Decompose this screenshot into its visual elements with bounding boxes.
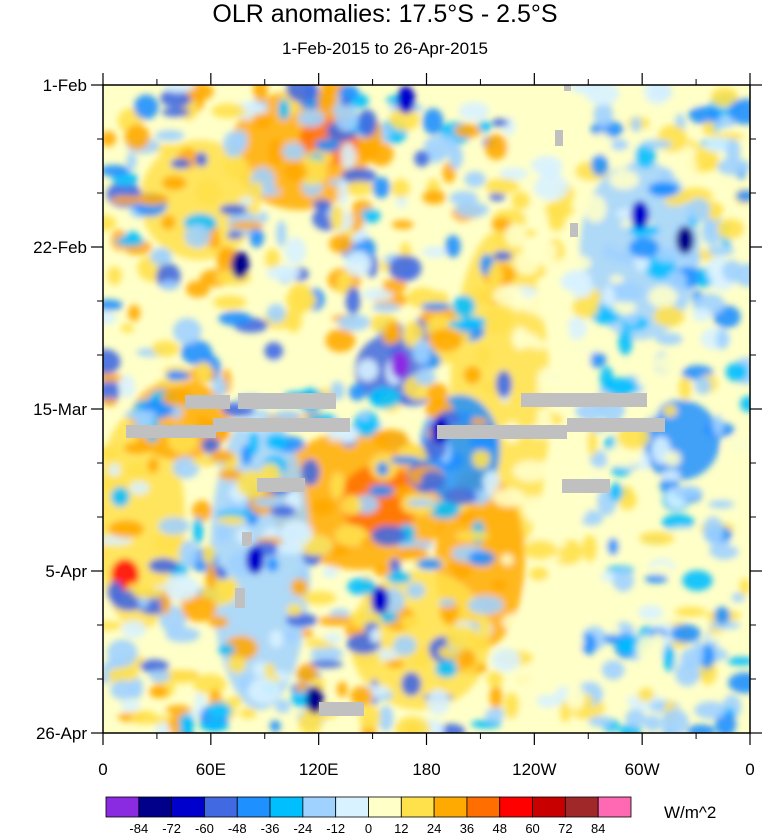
missing-data-patch <box>570 223 578 237</box>
missing-data-patch <box>185 395 230 409</box>
y-tick-label: 5-Apr <box>45 562 87 581</box>
colorbar-label: -12 <box>326 821 345 834</box>
missing-data-patch <box>562 479 610 493</box>
colorbar-label: -36 <box>261 821 280 834</box>
colorbar-box <box>138 796 173 818</box>
colorbar-label: 48 <box>493 821 507 834</box>
missing-data-patch <box>213 418 350 432</box>
y-tick-label: 15-Mar <box>33 400 87 419</box>
x-tick-label: 60E <box>196 760 226 779</box>
missing-data-patch <box>242 532 252 546</box>
missing-data-patch <box>238 393 336 409</box>
colorbar-units: W/m^2 <box>664 803 717 822</box>
y-tick-label: 22-Feb <box>33 238 87 257</box>
x-tick-label: 120E <box>299 760 339 779</box>
x-tick-label: 60W <box>625 760 660 779</box>
y-axis: 1-Feb 22-Feb 15-Mar 5-Apr 26-Apr <box>33 76 762 743</box>
colorbar-box <box>204 796 238 818</box>
colorbar: -84 -72 -60 -48 -36 -24 -12 0 12 24 36 48 60 72 84 <box>105 796 632 834</box>
missing-data-patch <box>257 478 305 492</box>
colorbar-box <box>105 796 140 818</box>
colorbar-box <box>532 796 566 818</box>
missing-data-patches <box>126 85 665 716</box>
colorbar-label: 72 <box>558 821 572 834</box>
chart-subtitle: 1-Feb-2015 to 26-Apr-2015 <box>281 39 489 58</box>
colorbar-box <box>499 796 533 818</box>
colorbar-box <box>400 796 435 818</box>
x-tick-label: 120W <box>512 760 556 779</box>
colorbar-label: -60 <box>195 821 214 834</box>
colorbar-label: 24 <box>427 821 441 834</box>
plot-area <box>103 85 750 733</box>
y-tick-label: 26-Apr <box>36 724 87 743</box>
colorbar-label: 84 <box>591 821 605 834</box>
colorbar-label: -84 <box>129 821 148 834</box>
colorbar-box <box>171 796 205 818</box>
colorbar-box <box>368 796 402 818</box>
colorbar-box <box>335 796 369 818</box>
x-tick-label: 0 <box>745 760 754 779</box>
x-tick-label: 0 <box>98 760 107 779</box>
colorbar-box <box>597 796 632 818</box>
missing-data-patch <box>567 418 665 432</box>
colorbar-box <box>236 796 271 818</box>
missing-data-patch <box>555 130 563 146</box>
missing-data-patch <box>437 425 567 439</box>
colorbar-label: 36 <box>460 821 474 834</box>
colorbar-label: -48 <box>228 821 247 834</box>
colorbar-box <box>564 796 599 818</box>
colorbar-label: 12 <box>394 821 408 834</box>
x-tick-label: 180 <box>412 760 440 779</box>
colorbar-label: 60 <box>525 821 539 834</box>
colorbar-label: 0 <box>365 821 372 834</box>
anomaly-field <box>103 85 750 733</box>
missing-data-patch <box>235 588 245 608</box>
missing-data-patch <box>521 393 647 407</box>
x-axis: 0 60E 120E 180 120W 60W 0 <box>98 73 755 779</box>
missing-data-patch <box>126 425 216 438</box>
missing-data-patch <box>319 702 364 716</box>
missing-data-patch <box>564 85 571 91</box>
colorbar-box <box>302 796 337 818</box>
chart-title: OLR anomalies: 17.5°S - 2.5°S <box>212 0 558 28</box>
y-tick-label: 1-Feb <box>43 76 87 95</box>
colorbar-label: -72 <box>162 821 181 834</box>
colorbar-box <box>466 796 501 818</box>
colorbar-box <box>433 796 468 818</box>
colorbar-box <box>269 796 304 818</box>
colorbar-label: -24 <box>293 821 312 834</box>
